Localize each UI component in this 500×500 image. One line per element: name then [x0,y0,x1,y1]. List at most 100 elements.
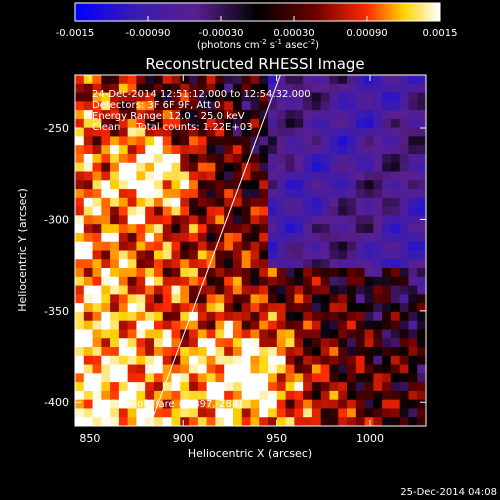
heatmap-cell [206,347,216,357]
heatmap-cell [382,276,392,287]
heatmap-cell [373,215,383,225]
heatmap-cell [347,162,357,172]
heatmap-cell [206,268,216,278]
heatmap-cell [408,268,418,278]
heatmap-cell [408,347,418,357]
heatmap-cell [127,364,137,374]
heatmap-cell [92,197,102,208]
heatmap-cell [92,145,102,155]
heatmap-cell [329,417,339,426]
heatmap-cell [215,338,225,348]
heatmap-cell [399,180,409,190]
heatmap-cell [232,75,243,85]
heatmap-cell [224,250,234,260]
heatmap-cell [347,241,357,251]
heatmap-cell [285,329,295,339]
heatmap-cell [259,250,269,260]
x-tick-label: 1000 [356,432,384,445]
heatmap-cell [224,347,234,357]
heatmap-cell [285,101,295,111]
heatmap-cell [303,390,313,401]
heatmap-cell [294,197,304,208]
heatmap-cell [101,101,111,111]
heatmap-cell [399,294,409,304]
heatmap-cell [83,215,93,225]
heatmap-cell [259,285,269,295]
heatmap-cell [241,382,251,392]
heatmap-cell [162,259,172,269]
heatmap-cell [232,118,243,129]
heatmap-cell [311,153,322,164]
heatmap-cell [373,232,383,243]
heatmap-cell [153,215,164,225]
heatmap-cell [215,171,225,181]
heatmap-cell [92,127,102,137]
heatmap-cell [320,224,330,234]
heatmap-cell [268,417,278,426]
heatmap-cell [118,259,129,269]
heatmap-cell [382,347,392,357]
heatmap-cell [382,118,392,129]
heatmap-cell [75,373,85,383]
heatmap-cell [206,259,216,269]
heatmap-cell [268,145,278,155]
heatmap-cell [224,171,234,181]
heatmap-cell [206,118,216,129]
heatmap-cell [338,250,348,260]
heatmap-cell [294,224,304,234]
heatmap-cell [232,197,243,208]
heatmap-cell [101,390,111,401]
heatmap-cell [110,224,120,234]
heatmap-cell [364,303,374,313]
heatmap-cell [197,162,208,172]
heatmap-cell [101,92,111,102]
heatmap-cell [338,92,348,102]
heatmap-cell [171,364,181,374]
heatmap-cell [180,338,190,348]
heatmap-cell [224,399,234,409]
heatmap-cell [136,311,146,322]
y-tick-label: -300 [44,213,69,226]
heatmap-cell [338,303,348,313]
heatmap-cell [268,136,278,146]
heatmap-cell [83,399,93,409]
heatmap-cell [206,171,216,181]
heatmap-cell [145,311,155,322]
heatmap-cell [162,136,172,146]
heatmap-cell [153,171,164,181]
heatmap-cell [311,197,322,208]
heatmap-cell [127,101,137,111]
heatmap-cell [373,268,383,278]
heatmap-cell [294,399,304,409]
heatmap-cell [320,127,330,137]
heatmap-cell [408,364,418,374]
heatmap-cell [118,92,129,102]
heatmap-cell [355,232,365,243]
heatmap-cell [118,162,129,172]
heatmap-cell [355,355,365,365]
heatmap-cell [136,303,146,313]
heatmap-cell [347,329,357,339]
heatmap-cell [355,276,365,287]
heatmap-cell [101,355,111,365]
heatmap-cell [92,373,102,383]
heatmap-cell [145,215,155,225]
heatmap-cell [92,338,102,348]
heatmap-cell [259,215,269,225]
heatmap-cell [303,320,313,330]
heatmap-cell [189,250,199,260]
heatmap-cell [75,83,85,93]
heatmap-cell [417,241,426,251]
heatmap-cell [189,390,199,401]
heatmap-cell [294,250,304,260]
heatmap-cell [136,145,146,155]
heatmap-cell [118,224,129,234]
heatmap-cell [232,417,243,426]
heatmap-cell [197,145,208,155]
heatmap-cell [382,162,392,172]
heatmap-cell [83,224,93,234]
heatmap-cell [206,373,216,383]
heatmap-cell [294,101,304,111]
heatmap-cell [373,399,383,409]
heatmap-cell [417,118,426,129]
